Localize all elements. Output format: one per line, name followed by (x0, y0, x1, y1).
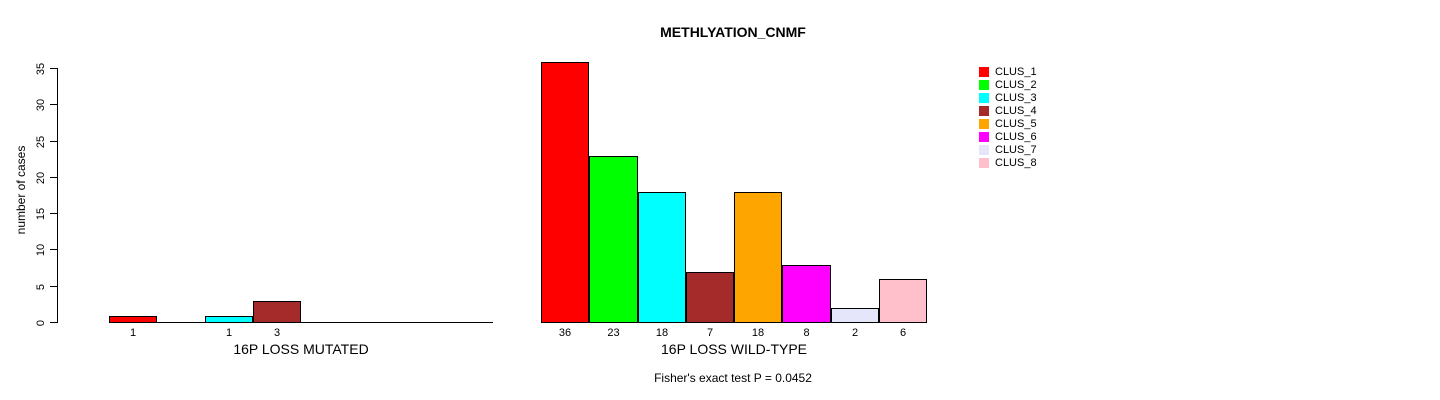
bar-value-label: 18 (751, 327, 765, 339)
legend-swatch (979, 106, 989, 116)
bar-value-label: 36 (558, 327, 572, 339)
y-axis-title: number of cases (14, 145, 28, 235)
y-tick-label: 5 (35, 283, 47, 291)
legend-swatch (979, 158, 989, 168)
legend-swatch (979, 119, 989, 129)
x-axis-label: 16P LOSS WILD-TYPE (660, 341, 808, 357)
chart-title: METHLYATION_CNMF (660, 24, 806, 40)
bar-value-label: 6 (899, 327, 907, 339)
y-tick-mark (50, 104, 57, 105)
bar (782, 265, 831, 323)
bar (831, 308, 879, 323)
fisher-test-annotation: Fisher's exact test P = 0.0452 (654, 371, 812, 385)
bar-value-label: 18 (655, 327, 669, 339)
bar (734, 192, 782, 323)
y-tick-label: 30 (35, 98, 47, 112)
legend-label: CLUS_1 (995, 66, 1037, 78)
bar-value-label: 1 (129, 327, 137, 339)
y-tick-mark (50, 286, 57, 287)
bar-value-label: 8 (803, 327, 810, 339)
bar (686, 272, 734, 323)
bar-value-label: 7 (706, 327, 714, 339)
y-tick-mark (50, 68, 57, 69)
bar (541, 62, 589, 323)
bar (253, 301, 301, 323)
y-tick-mark (50, 213, 57, 214)
legend-label: CLUS_4 (995, 105, 1037, 117)
legend-label: CLUS_6 (995, 131, 1037, 143)
legend-label: CLUS_8 (995, 157, 1037, 169)
y-tick-label: 10 (35, 243, 47, 257)
y-tick-label: 0 (35, 319, 47, 327)
legend-swatch (979, 145, 989, 155)
bar (638, 192, 686, 323)
legend-label: CLUS_2 (995, 79, 1037, 91)
bar (109, 316, 157, 323)
bar (205, 316, 253, 323)
bar-value-label: 3 (273, 327, 281, 339)
x-axis-baseline (109, 322, 493, 323)
y-tick-mark (50, 141, 57, 142)
legend-label: CLUS_7 (995, 144, 1037, 156)
bar (589, 156, 638, 323)
y-axis-line (57, 68, 58, 323)
y-tick-mark (50, 322, 57, 323)
legend-swatch (979, 67, 989, 77)
x-axis-label: 16P LOSS MUTATED (233, 341, 369, 357)
legend-label: CLUS_3 (995, 92, 1037, 104)
bar (879, 279, 927, 323)
bar-value-label: 23 (607, 327, 620, 339)
legend-label: CLUS_5 (995, 118, 1037, 130)
legend-swatch (979, 80, 989, 90)
y-tick-label: 25 (35, 135, 47, 149)
y-tick-mark (50, 249, 57, 250)
y-tick-mark (50, 177, 57, 178)
legend-swatch (979, 132, 989, 142)
y-tick-label: 15 (35, 207, 47, 221)
y-tick-label: 35 (35, 62, 47, 76)
bar-value-label: 1 (225, 327, 233, 339)
y-tick-label: 20 (35, 171, 47, 185)
bar-value-label: 2 (851, 327, 859, 339)
legend-swatch (979, 93, 989, 103)
